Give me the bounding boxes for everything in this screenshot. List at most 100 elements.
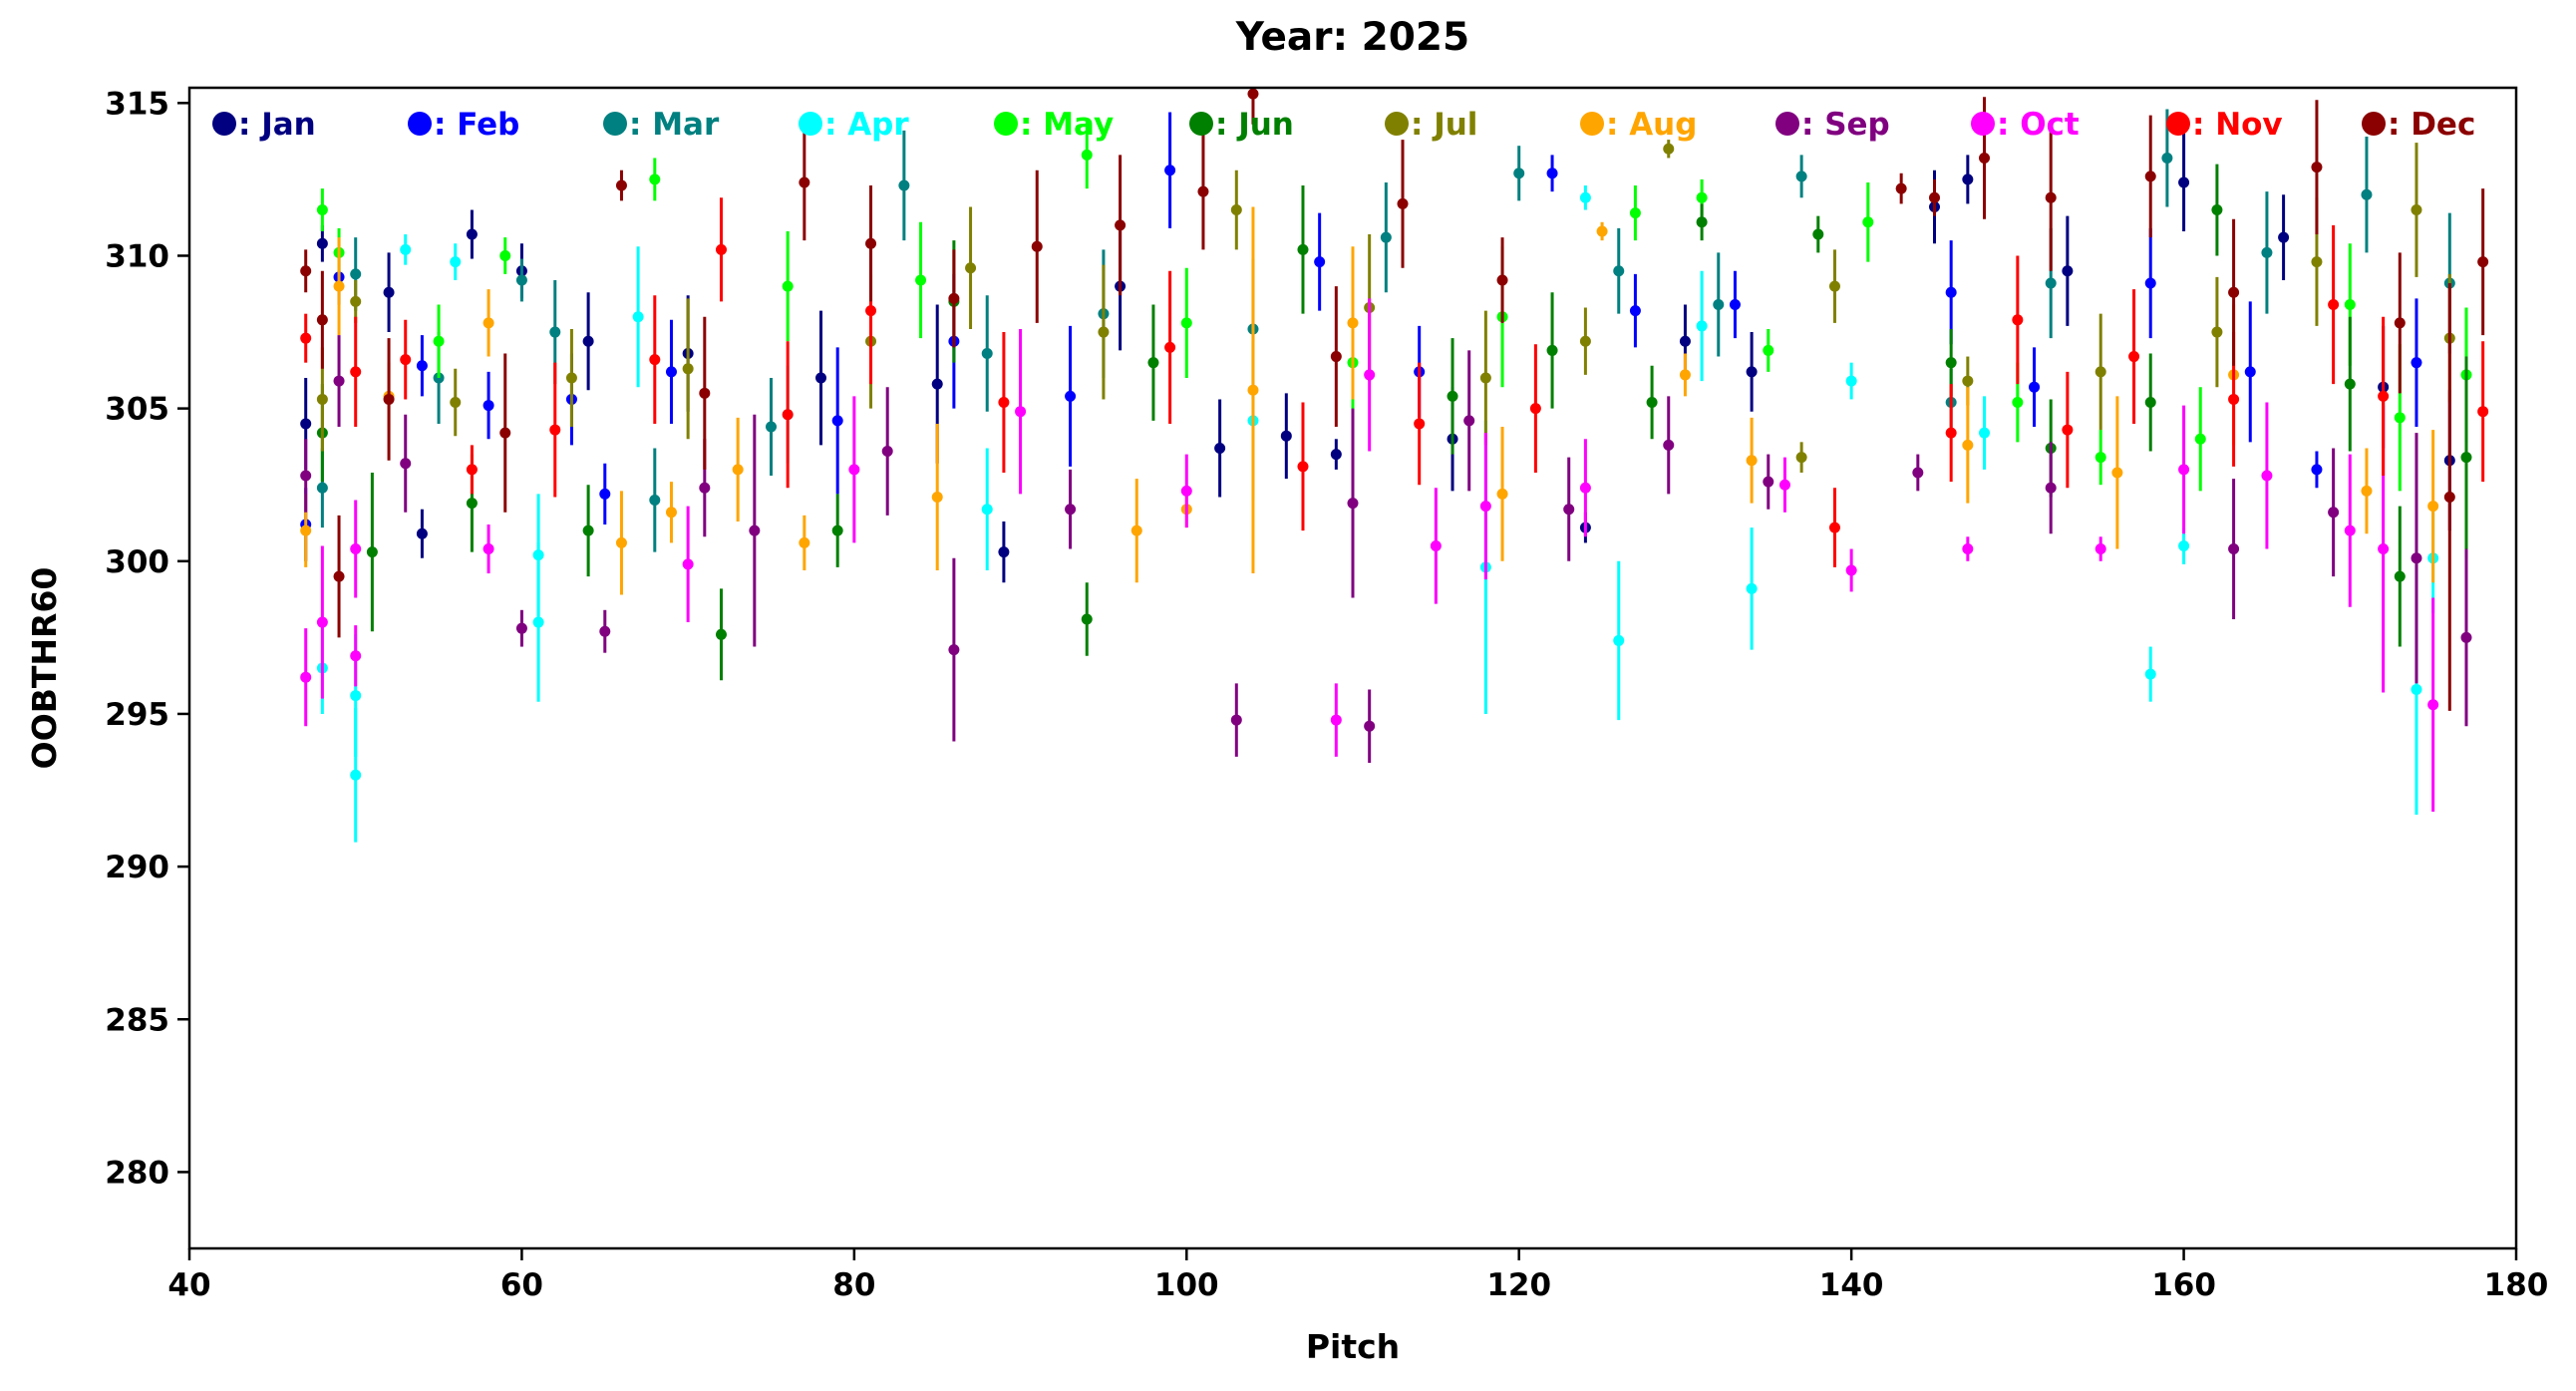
data-point <box>300 418 312 430</box>
legend: : Jan: Feb: Mar: Apr: May: Jun: Jul: Aug… <box>212 107 2475 143</box>
data-point <box>1945 286 1957 298</box>
data-point <box>1812 228 1824 240</box>
data-point <box>350 769 362 781</box>
data-point <box>515 274 527 286</box>
data-point <box>2477 256 2489 268</box>
series-nov <box>300 197 2489 567</box>
data-point <box>549 326 561 338</box>
data-point <box>1098 326 1110 338</box>
data-point <box>1679 369 1691 381</box>
data-point <box>766 421 777 433</box>
series-apr <box>316 185 2439 843</box>
data-point <box>1015 406 1027 418</box>
legend-label: : Oct <box>1997 107 2080 143</box>
legend-item-oct: : Oct <box>1971 107 2080 143</box>
data-point <box>1579 191 1591 203</box>
x-axis-label: Pitch <box>1306 1327 1400 1366</box>
data-point <box>2411 204 2422 216</box>
data-point <box>2344 378 2356 390</box>
axes: 40 60 80 100 120 140 160 180 280 285 290 295 300 305 3… <box>105 86 2548 1303</box>
data-point <box>2228 393 2240 405</box>
data-point <box>1081 613 1093 625</box>
data-point <box>433 335 445 347</box>
data-point <box>1962 439 1974 451</box>
legend-marker <box>1775 112 1799 136</box>
data-point <box>1380 231 1392 243</box>
data-point <box>1513 168 1525 179</box>
data-point <box>1364 369 1376 381</box>
data-point <box>515 622 527 634</box>
data-point <box>1463 415 1475 427</box>
data-point <box>1479 372 1491 384</box>
data-point <box>400 243 412 255</box>
legend-label: : Feb <box>434 107 519 143</box>
data-point <box>499 249 511 261</box>
data-point <box>865 305 877 317</box>
data-point <box>2361 485 2373 497</box>
legend-marker <box>212 112 236 136</box>
data-point <box>333 570 345 582</box>
legend-label: : Jan <box>238 107 316 143</box>
data-point <box>1596 225 1608 237</box>
data-point <box>300 470 312 482</box>
data-point <box>2477 406 2489 418</box>
data-point <box>2328 507 2340 519</box>
data-point <box>831 415 843 427</box>
data-point <box>1646 397 1658 409</box>
x-tick-label: 160 <box>2151 1267 2216 1303</box>
data-point <box>350 295 362 307</box>
data-point <box>1795 452 1807 464</box>
data-point <box>1828 280 1840 292</box>
legend-label: : Jun <box>1215 107 1294 143</box>
data-point <box>815 372 827 384</box>
data-point <box>1979 427 1991 439</box>
data-point <box>1496 274 1508 286</box>
data-point <box>2178 176 2190 188</box>
data-point <box>665 507 677 519</box>
data-point <box>499 427 511 439</box>
data-point <box>1314 256 1326 268</box>
legend-marker <box>994 112 1018 136</box>
data-point <box>1579 482 1591 494</box>
data-point <box>682 558 694 570</box>
data-point <box>2045 482 2057 494</box>
data-point <box>1629 305 1641 317</box>
data-point <box>2045 277 2057 289</box>
data-point <box>1297 461 1309 473</box>
data-point <box>599 625 611 637</box>
data-point <box>2211 204 2223 216</box>
data-point <box>2344 524 2356 536</box>
data-point <box>2411 552 2422 564</box>
data-point <box>1065 504 1077 516</box>
data-point <box>1447 390 1458 402</box>
data-point <box>2328 298 2340 310</box>
data-point <box>1031 240 1043 252</box>
data-point <box>1563 504 1575 516</box>
data-point <box>316 616 328 628</box>
data-point <box>1414 418 1426 430</box>
data-point <box>1180 317 1192 329</box>
data-point <box>1330 449 1342 461</box>
data-point <box>981 504 993 516</box>
data-point <box>1945 427 1957 439</box>
data-point <box>2394 570 2406 582</box>
data-point <box>1828 522 1840 533</box>
data-point <box>316 204 328 216</box>
data-point <box>316 482 328 494</box>
data-point <box>1364 720 1376 732</box>
data-point <box>2094 543 2106 555</box>
legend-marker <box>1385 112 1409 136</box>
data-point <box>2211 326 2223 338</box>
data-point <box>350 366 362 378</box>
series-dec <box>300 88 2489 711</box>
data-point <box>1147 357 1159 369</box>
y-tick-label: 300 <box>105 544 169 580</box>
legend-marker <box>2362 112 2386 136</box>
data-point <box>350 650 362 662</box>
data-point <box>732 464 744 476</box>
data-point <box>998 397 1010 409</box>
legend-label: : Mar <box>629 107 720 143</box>
data-point <box>2045 191 2057 203</box>
data-point <box>1979 152 1991 164</box>
y-tick-label: 290 <box>105 850 169 885</box>
